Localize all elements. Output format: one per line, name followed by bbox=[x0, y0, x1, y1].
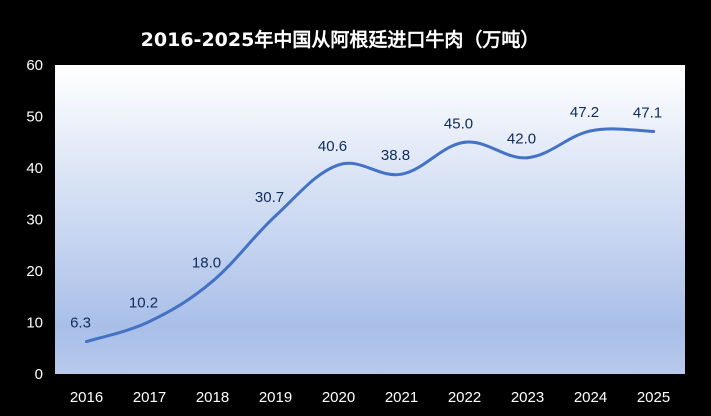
data-label: 42.0 bbox=[507, 131, 536, 148]
data-labels: 6.3 10.2 18.0 30.7 40.6 38.8 45.0 42.0 47.2 47.1 bbox=[70, 104, 662, 332]
series-group bbox=[85, 127, 655, 344]
data-point bbox=[85, 340, 88, 344]
data-point bbox=[211, 279, 214, 283]
data-point bbox=[148, 319, 151, 323]
x-tick-label: 2018 bbox=[196, 389, 229, 406]
data-label: 10.2 bbox=[129, 294, 158, 311]
x-tick-label: 2020 bbox=[322, 389, 355, 406]
data-label: 47.1 bbox=[633, 104, 662, 121]
y-tick-label: 0 bbox=[35, 366, 43, 383]
y-tick-label: 40 bbox=[26, 160, 43, 177]
plot-area bbox=[55, 65, 685, 374]
y-tick-label: 60 bbox=[26, 57, 43, 74]
y-tick-label: 50 bbox=[26, 109, 43, 126]
series-line bbox=[85, 127, 655, 344]
y-tick-label: 10 bbox=[26, 315, 43, 332]
x-tick-label: 2016 bbox=[70, 389, 103, 406]
data-point bbox=[463, 140, 466, 144]
x-tick-label: 2021 bbox=[385, 389, 418, 406]
y-axis: 0 10 20 30 40 50 60 bbox=[26, 57, 43, 383]
y-tick-label: 20 bbox=[26, 263, 43, 280]
x-tick-label: 2024 bbox=[574, 389, 607, 406]
data-label: 38.8 bbox=[381, 147, 410, 164]
data-label: 40.6 bbox=[318, 138, 347, 155]
data-label: 6.3 bbox=[70, 315, 91, 332]
data-point bbox=[589, 129, 592, 133]
x-tick-label: 2025 bbox=[637, 389, 670, 406]
x-tick-label: 2023 bbox=[511, 389, 544, 406]
x-tick-label: 2019 bbox=[259, 389, 292, 406]
data-point bbox=[400, 172, 403, 176]
data-point bbox=[526, 156, 529, 160]
data-label: 47.2 bbox=[570, 104, 599, 121]
x-axis: 2016 2017 2018 2019 2020 2021 2022 2023 2024 2025 bbox=[70, 389, 670, 406]
data-point bbox=[652, 129, 655, 133]
data-point bbox=[274, 214, 277, 218]
data-point bbox=[337, 163, 340, 167]
data-label: 18.0 bbox=[192, 254, 221, 271]
y-tick-label: 30 bbox=[26, 212, 43, 229]
chart-title: 2016-2025年中国从阿根廷进口牛肉（万吨） bbox=[141, 28, 540, 51]
x-tick-label: 2022 bbox=[448, 389, 481, 406]
data-label: 45.0 bbox=[444, 115, 473, 132]
data-label: 30.7 bbox=[255, 189, 284, 206]
x-tick-label: 2017 bbox=[133, 389, 166, 406]
